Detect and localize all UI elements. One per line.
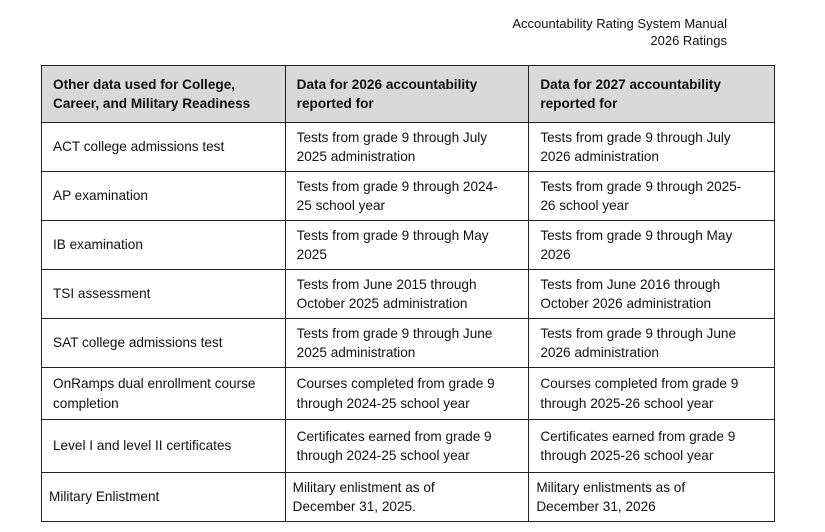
cell-line: completion	[53, 395, 119, 411]
cell-line: December 31, 2025.	[292, 499, 416, 514]
cell-line: Military Enlistment	[49, 489, 160, 505]
table-cell: OnRamps dual enrollment course completion	[41, 367, 286, 420]
cell-line: through 2025-26 school year	[540, 395, 714, 411]
table-row: IB examination Tests from grade 9 through…	[41, 220, 775, 270]
cell-line: Tests from grade 9 through May	[296, 227, 489, 243]
cell-line: Tests from grade 9 through July	[296, 129, 488, 145]
table-row: Level I and level II certificates Certifi…	[41, 419, 775, 473]
cell-line: SAT college admissions test	[53, 335, 223, 351]
table-cell: IB examination	[41, 220, 286, 270]
cell-line: AP examination	[53, 188, 148, 204]
cell-line: October 2025 administration	[296, 296, 468, 311]
cell-line: OnRamps dual enrollment course	[53, 376, 256, 391]
cell-line: TSI assessment	[53, 286, 151, 302]
table-row: AP examination Tests from grade 9 through…	[41, 171, 775, 221]
cell-line: ACT college admissions test	[53, 139, 225, 155]
cell-line: 25 school year	[296, 198, 386, 213]
cell-line: Tests from grade 9 through 2025-	[540, 178, 742, 194]
table-cell: Military enlistment as of December 31, 20…	[284, 472, 530, 522]
table-cell: AP examination	[41, 171, 286, 221]
table-cell: Courses completed from grade 9 through 20…	[528, 367, 775, 420]
cell-line: Level I and level II certificates	[53, 438, 232, 454]
column-header: Data for 2027 accountability reported for	[528, 65, 775, 123]
cell-line: December 31, 2026	[536, 499, 656, 514]
cell-line: Tests from June 2015 through	[296, 276, 477, 292]
table-cell: Tests from grade 9 through July 2025 admi…	[284, 122, 530, 172]
table-row: Military Enlistment Military enlistment a…	[41, 472, 775, 522]
cell-line: through 2024-25 school year	[296, 448, 470, 463]
cell-line: Certificates earned from grade 9	[540, 428, 736, 444]
cell-line: reported for	[540, 96, 618, 111]
table-cell: Tests from grade 9 through May 2026	[528, 220, 775, 270]
cell-line: Tests from grade 9 through June	[296, 325, 493, 341]
table-cell: Tests from grade 9 through 2025- 26 schoo…	[528, 171, 775, 221]
table-cell: Tests from June 2016 through October 2026…	[528, 269, 775, 319]
cell-line: Tests from grade 9 through 2024-	[296, 178, 498, 194]
cell-line: 2026 administration	[540, 149, 659, 164]
table-row: ACT college admissions test Tests from gr…	[41, 122, 775, 172]
table-row: SAT college admissions test Tests from gr…	[41, 318, 775, 368]
column-header: Data for 2026 accountability reported for	[284, 65, 530, 123]
table-cell: Tests from grade 9 through June 2026 admi…	[528, 318, 775, 368]
table-cell: TSI assessment	[41, 269, 286, 319]
data-table: Other data used for College, Career, and …	[41, 65, 775, 522]
table-cell: ACT college admissions test	[41, 122, 286, 172]
table-cell: Military Enlistment	[41, 472, 286, 522]
cell-line: Military enlistment as of	[292, 479, 435, 495]
cell-line: Tests from grade 9 through May	[540, 227, 733, 243]
page-header: Accountability Rating System Manual 2026…	[512, 15, 727, 49]
cell-line: 2026 administration	[540, 345, 659, 360]
cell-line: through 2025-26 school year	[540, 448, 714, 463]
cell-line: Data for 2026 accountability	[296, 76, 478, 92]
cell-line: Courses completed from grade 9	[540, 376, 739, 391]
cell-line: IB examination	[53, 237, 143, 253]
cell-line: Courses completed from grade 9	[296, 376, 495, 391]
cell-line: Other data used for College,	[53, 76, 236, 92]
table-row: OnRamps dual enrollment course completion…	[41, 367, 775, 420]
cell-line: Career, and Military Readiness	[53, 96, 251, 111]
table-cell: Tests from grade 9 through June 2025 admi…	[284, 318, 530, 368]
table-cell: Certificates earned from grade 9 through …	[528, 419, 775, 473]
header-row: Other data used for College, Career, and …	[41, 65, 775, 123]
header-subtitle: 2026 Ratings	[650, 33, 727, 48]
cell-line: 2025 administration	[296, 149, 416, 164]
table-cell: Certificates earned from grade 9 through …	[284, 419, 530, 473]
cell-line: 2025	[296, 247, 327, 262]
table-cell: Tests from June 2015 through October 2025…	[284, 269, 530, 319]
cell-line: Certificates earned from grade 9	[296, 428, 492, 444]
cell-line: 26 school year	[540, 198, 629, 213]
table-cell: Tests from grade 9 through 2024- 25 schoo…	[284, 171, 530, 221]
cell-line: Data for 2027 accountability	[540, 76, 721, 92]
cell-line: Tests from grade 9 through July	[540, 129, 731, 145]
table-cell: Tests from grade 9 through May 2025	[284, 220, 530, 270]
table-cell: SAT college admissions test	[41, 318, 286, 368]
table-cell: Tests from grade 9 through July 2026 admi…	[528, 122, 775, 172]
cell-line: reported for	[296, 96, 374, 111]
table-cell: Military enlistments as of December 31, 2…	[528, 472, 775, 522]
table-cell: Level I and level II certificates	[41, 419, 286, 473]
table-cell: Courses completed from grade 9 through 20…	[284, 367, 530, 420]
cell-line: 2026	[540, 247, 571, 262]
column-header: Other data used for College, Career, and …	[41, 65, 286, 123]
cell-line: 2025 administration	[296, 345, 416, 360]
cell-line: through 2024-25 school year	[296, 395, 470, 411]
table-row: TSI assessment Tests from June 2015 throu…	[41, 269, 775, 319]
cell-line: October 2026 administration	[540, 296, 712, 311]
header-title: Accountability Rating System Manual	[512, 16, 727, 31]
cell-line: Tests from grade 9 through June	[540, 325, 737, 341]
cell-line: Tests from June 2016 through	[540, 276, 721, 292]
cell-line: Military enlistments as of	[536, 479, 686, 495]
